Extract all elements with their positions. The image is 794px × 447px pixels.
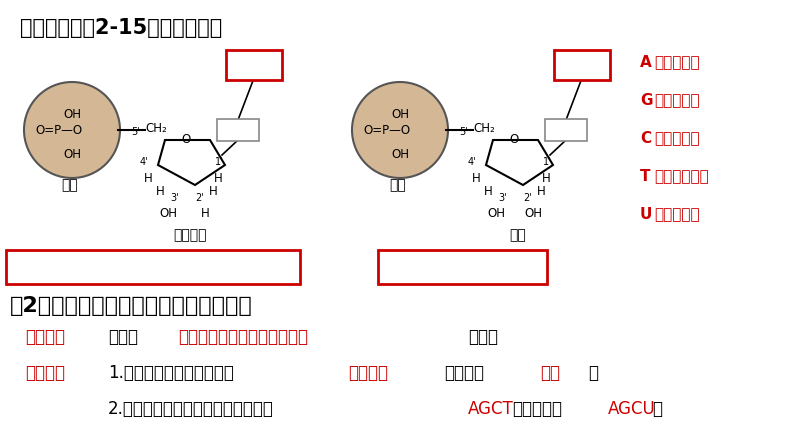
Text: 核糖: 核糖: [540, 364, 560, 382]
FancyBboxPatch shape: [217, 119, 259, 141]
Text: 5': 5': [131, 127, 140, 137]
Text: ，后者为: ，后者为: [444, 364, 484, 382]
Text: O=P—O: O=P—O: [35, 123, 82, 136]
Text: C: C: [640, 131, 651, 146]
Text: OH: OH: [63, 148, 81, 161]
Text: 1': 1': [543, 157, 552, 167]
Text: H: H: [201, 207, 210, 220]
Text: 2': 2': [523, 193, 532, 203]
Text: （胸腺嘧啶）: （胸腺嘧啶）: [654, 169, 709, 184]
Text: 相同点：: 相同点：: [25, 328, 65, 346]
Text: 脱氧核糖核苷酸（脱氧核苷酸）: 脱氧核糖核苷酸（脱氧核苷酸）: [15, 256, 143, 271]
Text: OH: OH: [524, 207, 542, 220]
Text: 脱氧核糖: 脱氧核糖: [173, 228, 206, 242]
Text: 碱基: 碱基: [230, 124, 245, 137]
FancyBboxPatch shape: [545, 119, 587, 141]
Text: （腺嘌呤）: （腺嘌呤）: [654, 55, 700, 70]
Text: AGCU: AGCU: [608, 400, 656, 418]
Text: OH: OH: [391, 108, 409, 121]
Circle shape: [352, 82, 448, 178]
Text: O=P—O: O=P—O: [363, 123, 410, 136]
Text: 2.含氮碱基包含种类不同，前者包含: 2.含氮碱基包含种类不同，前者包含: [108, 400, 274, 418]
Text: 1': 1': [215, 157, 224, 167]
FancyBboxPatch shape: [554, 50, 610, 80]
Text: H: H: [209, 185, 218, 198]
Text: AGCT: AGCT: [468, 400, 514, 418]
Text: H: H: [542, 172, 550, 185]
Text: OH: OH: [487, 207, 505, 220]
Text: OH: OH: [63, 108, 81, 121]
Text: U: U: [640, 207, 653, 222]
Text: OH: OH: [391, 148, 409, 161]
Text: G: G: [640, 93, 653, 108]
Text: A: A: [640, 55, 652, 70]
Text: 4': 4': [468, 157, 476, 167]
Text: 1.五碳糖种类不同，前者为: 1.五碳糖种类不同，前者为: [108, 364, 234, 382]
FancyBboxPatch shape: [378, 250, 547, 284]
FancyBboxPatch shape: [226, 50, 282, 80]
Text: （鸟嘌呤）: （鸟嘌呤）: [654, 93, 700, 108]
Text: O: O: [181, 133, 191, 146]
Text: 不同点：: 不同点：: [25, 364, 65, 382]
Text: 4': 4': [140, 157, 148, 167]
Text: T: T: [640, 169, 650, 184]
Text: OH: OH: [159, 207, 177, 220]
Text: 。: 。: [652, 400, 662, 418]
Text: （胞嘧啶）: （胞嘧啶）: [654, 131, 700, 146]
Text: 3': 3': [171, 193, 179, 203]
Text: 构成的: 构成的: [468, 328, 498, 346]
Text: 。: 。: [588, 364, 598, 382]
Text: 磷酸: 磷酸: [390, 178, 407, 192]
Text: 含氮碱基、五碳糖、磷酸基团: 含氮碱基、五碳糖、磷酸基团: [178, 328, 308, 346]
Text: H: H: [144, 172, 152, 185]
Text: （尿嘧啶）: （尿嘧啶）: [654, 207, 700, 222]
Text: 2': 2': [195, 193, 204, 203]
Text: O: O: [510, 133, 518, 146]
Text: 碱基: 碱基: [558, 124, 573, 137]
Text: CH₂: CH₂: [473, 122, 495, 135]
Text: 核糖: 核糖: [510, 228, 526, 242]
Text: H: H: [214, 172, 222, 185]
Text: H: H: [537, 185, 545, 198]
Text: H: H: [484, 185, 492, 198]
Text: H: H: [156, 185, 164, 198]
Text: 脱氧核糖: 脱氧核糖: [348, 364, 388, 382]
Text: 这2种核苷酸在结构组成上有什么异同？: 这2种核苷酸在结构组成上有什么异同？: [10, 296, 252, 316]
Text: H: H: [472, 172, 480, 185]
Text: AGCU: AGCU: [561, 58, 603, 72]
FancyBboxPatch shape: [6, 250, 300, 284]
Text: 磷酸: 磷酸: [62, 178, 79, 192]
Text: 都是由: 都是由: [108, 328, 138, 346]
Text: 核糖核苷酸: 核糖核苷酸: [388, 256, 434, 271]
Circle shape: [24, 82, 120, 178]
Text: AGCT: AGCT: [233, 58, 275, 72]
Text: CH₂: CH₂: [145, 122, 167, 135]
Text: ，后者包含: ，后者包含: [512, 400, 562, 418]
Text: 5': 5': [459, 127, 468, 137]
Text: 请同学们据图2-15，回答问题：: 请同学们据图2-15，回答问题：: [20, 18, 222, 38]
Text: 3': 3': [499, 193, 507, 203]
